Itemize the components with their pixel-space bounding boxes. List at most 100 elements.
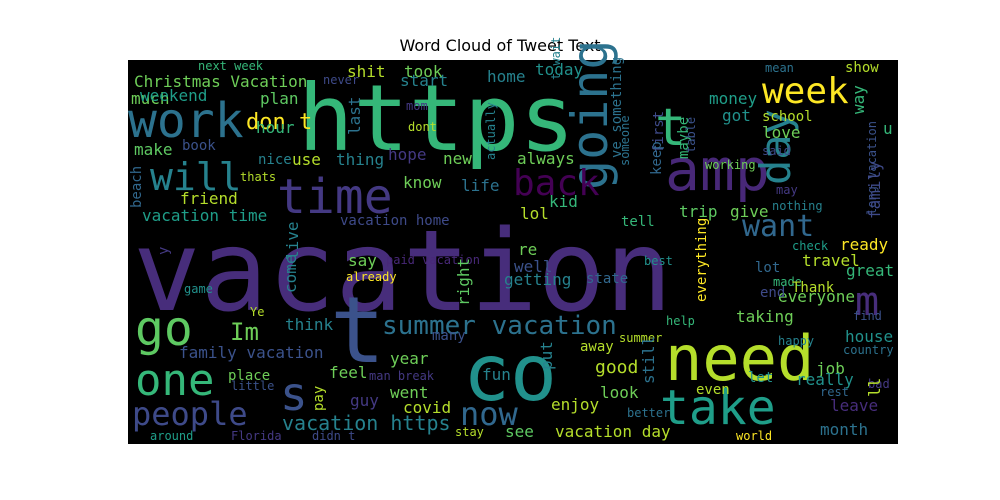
- word-find-126: find: [853, 309, 882, 323]
- word-vacation-home-28: vacation home: [340, 213, 450, 229]
- word-bad-133: bad: [868, 377, 890, 391]
- word-ll-135: ll: [865, 378, 884, 397]
- word-mom-49: mom: [406, 99, 428, 113]
- word-plan-36: plan: [260, 89, 299, 108]
- word-go-10: go: [135, 301, 193, 357]
- word-help-124: help: [666, 314, 695, 328]
- word-take-9: take: [660, 380, 776, 436]
- word-cloud-background: [128, 60, 898, 444]
- word-know-57: know: [403, 173, 442, 192]
- word-hope-53: hope: [388, 145, 427, 164]
- word-didn-t-149: didn t: [312, 429, 355, 443]
- word-summer-vacation-23: summer vacation: [382, 311, 617, 341]
- word-kid-59: kid: [549, 192, 578, 211]
- word-going-6: going: [561, 39, 619, 190]
- word-table-69: table: [684, 117, 698, 153]
- word-time-7: time: [277, 169, 393, 225]
- word-went-114: went: [390, 383, 429, 402]
- word-family-79: family: [865, 161, 884, 219]
- word-nothing-81: nothing: [772, 199, 823, 213]
- word-t-wait-63: t wait: [549, 37, 563, 80]
- word-shit-45: shit: [347, 62, 386, 81]
- chart-title: Word Cloud of Tweet Text: [399, 36, 601, 55]
- word-dont-51: dont: [408, 120, 437, 134]
- word-live-104: live: [283, 221, 302, 260]
- word-pay-145: pay: [311, 386, 327, 411]
- word-beach-41: beach: [129, 166, 145, 208]
- word-m-19: m: [855, 279, 879, 325]
- word-covid-143: covid: [403, 398, 451, 417]
- word-last-50: last: [345, 96, 364, 135]
- word-week-16: week: [762, 71, 849, 112]
- word-re-98: re: [518, 240, 537, 259]
- word-month-137: month: [820, 420, 868, 439]
- word-state-97: state: [586, 271, 628, 287]
- word-next-week-32: next week: [198, 59, 264, 73]
- word-s-20: s: [280, 367, 308, 421]
- word-lot-90: lot: [755, 260, 780, 276]
- word-thats-42: thats: [240, 170, 276, 184]
- word-away-118: away: [580, 339, 614, 355]
- word-getting-100: getting: [504, 270, 571, 289]
- word-y-107: y: [156, 247, 172, 255]
- word-better-139: better: [627, 406, 670, 420]
- word-don-t-33: don t: [246, 110, 312, 135]
- word-book-39: book: [182, 138, 216, 154]
- word-thank-92: Thank: [792, 280, 835, 296]
- word-never-46: never: [323, 73, 359, 87]
- word-feel-112: feel: [329, 363, 368, 382]
- word-everything-96: everything: [694, 218, 710, 302]
- word-use-44: use: [292, 150, 321, 169]
- word-already-103: already: [346, 270, 397, 284]
- word-mean-72: mean: [765, 61, 794, 75]
- word-good-120: good: [595, 357, 638, 378]
- word-check-86: check: [792, 239, 829, 253]
- word-many-111: many: [432, 328, 466, 344]
- word-around-147: around: [150, 429, 193, 443]
- word-look-122: look: [600, 383, 639, 402]
- word-happy-125: happy: [778, 334, 814, 348]
- word-love-75: love: [762, 123, 801, 142]
- word-work-8: work: [128, 93, 244, 149]
- word-great-89: great: [846, 261, 894, 280]
- word-really-130: really: [796, 370, 854, 389]
- word-well-99: well: [514, 257, 553, 276]
- word-home-55: home: [487, 67, 526, 86]
- word-end-94: end: [760, 285, 785, 301]
- word-always-61: always: [517, 149, 575, 168]
- word-family-vacation-27: family vacation: [179, 343, 324, 362]
- word-money-71: money: [709, 89, 758, 108]
- word-place-113: place: [228, 368, 270, 384]
- word-thing-52: thing: [336, 150, 384, 169]
- word-working-80: working: [705, 158, 756, 172]
- word-even-132: even: [696, 382, 730, 398]
- word-new-54: new: [443, 149, 472, 168]
- word-guy-144: guy: [350, 391, 379, 410]
- word-christmas-vacation-25: Christmas Vacation: [134, 72, 307, 91]
- word-people-12: people: [132, 395, 248, 433]
- word-florida-148: Florida: [231, 429, 282, 443]
- word-will-15: will: [150, 155, 242, 199]
- word-show-73: show: [845, 60, 879, 76]
- word-tell-83: tell: [621, 214, 655, 230]
- word-friend-40: friend: [180, 189, 238, 208]
- word-took-47: took: [404, 62, 443, 81]
- word-country-128: country: [843, 343, 894, 357]
- word-vacation-0: vacation: [133, 207, 672, 337]
- word-back-14: back: [513, 163, 600, 204]
- word-enjoy-140: enjoy: [551, 395, 600, 414]
- word-stay-142: stay: [455, 425, 484, 439]
- word-hour-37: hour: [256, 118, 295, 137]
- word-got-70: got: [722, 106, 751, 125]
- word-year-110: year: [390, 349, 429, 368]
- word-ready-87: ready: [840, 235, 889, 254]
- word-https-1: https: [298, 65, 575, 172]
- word-think-109: think: [285, 315, 334, 334]
- word-now-13: now: [460, 395, 519, 433]
- word-trip-84: trip: [679, 202, 718, 221]
- word-let-131: let: [748, 370, 773, 386]
- word-weekend-35: weekend: [140, 86, 207, 105]
- word-right-101: right: [454, 258, 473, 306]
